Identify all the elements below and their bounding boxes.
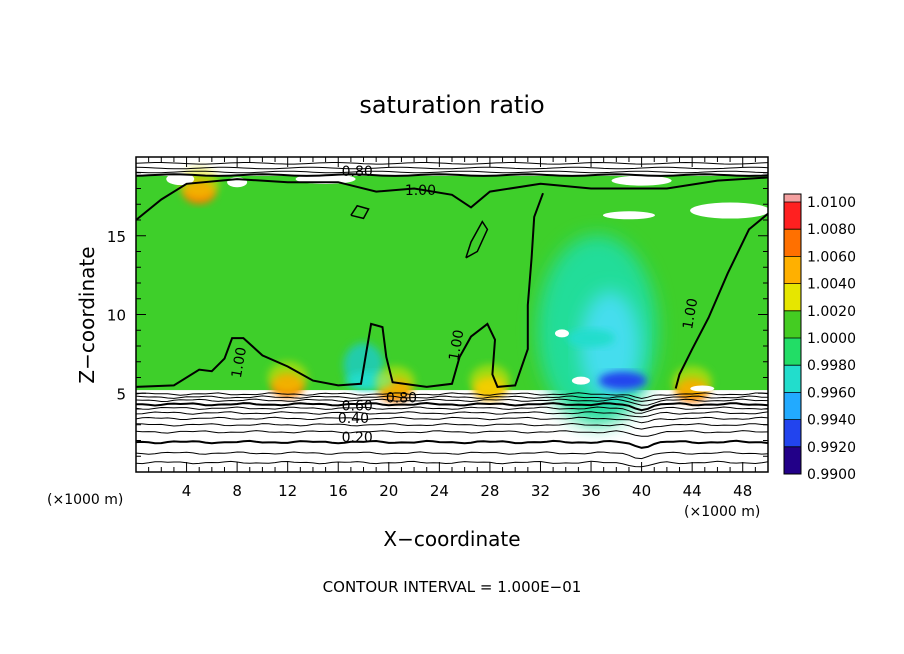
colorbar-swatch — [784, 365, 801, 393]
contour-line — [136, 401, 768, 412]
field-feature-cool — [598, 371, 647, 390]
saturation-field — [136, 167, 768, 426]
x-tick-label: 36 — [581, 482, 600, 500]
contour-line-1-00 — [465, 220, 489, 259]
x-axis-label: X−coordinate — [383, 527, 520, 551]
x-tick-label: 40 — [632, 482, 651, 500]
colorbar-label: 0.9900 — [807, 467, 856, 483]
x-tick-label: 12 — [278, 482, 297, 500]
contour-label: 0.40 — [338, 411, 369, 427]
colorbar-swatch — [784, 392, 801, 420]
colorbar-label: 0.9940 — [807, 413, 856, 429]
y-axis-label: Z−coordinate — [75, 246, 99, 383]
contour-lines — [136, 161, 768, 468]
contour-label: 0.60 — [342, 399, 373, 415]
colorbar-swatch — [784, 419, 801, 447]
field-base — [136, 175, 768, 391]
contour-line — [136, 398, 768, 406]
y-tick-label: 10 — [107, 307, 126, 325]
colorbar-label: 1.0080 — [807, 222, 856, 238]
contour-line — [136, 460, 768, 468]
contour-line — [136, 439, 768, 449]
colorbar-label: 1.0020 — [807, 304, 856, 320]
colorbar-label: 0.9980 — [807, 358, 856, 374]
contour-line — [136, 416, 768, 424]
y-tick-label: 15 — [107, 228, 126, 246]
colorbar-label: 0.9960 — [807, 385, 856, 401]
colorbar-swatch — [784, 310, 801, 338]
field-white-region — [611, 175, 672, 186]
field-white-region — [166, 173, 195, 186]
contour-line-1-00 — [350, 204, 370, 220]
contour-label: 1.00 — [446, 329, 467, 362]
x-tick-label: 16 — [329, 482, 348, 500]
x-tick-label: 28 — [480, 482, 499, 500]
contour-line-1-00 — [136, 192, 544, 388]
y-axis: 5 10 15 — [107, 172, 768, 457]
colorbar-label: 0.9920 — [807, 440, 856, 456]
colorbar-label: 1.0100 — [807, 195, 856, 211]
field-white-region — [571, 376, 590, 385]
contour-label: 1.00 — [680, 297, 701, 330]
colorbar-swatch — [784, 283, 801, 311]
x-tick-label: 20 — [379, 482, 398, 500]
colorbar-swatch — [784, 446, 801, 474]
contour-label: 1.00 — [229, 346, 250, 379]
contour-labels: 0.80 1.00 1.00 1.00 1.00 0.80 0.600.40 0.20 — [229, 164, 701, 446]
contour-line — [136, 422, 768, 430]
x-tick-label: 48 — [733, 482, 752, 500]
contour-line — [136, 430, 768, 437]
contour-label: 0.80 — [386, 391, 417, 407]
field-white-region — [602, 211, 655, 220]
colorbar-swatch — [784, 202, 801, 230]
field-white-region — [690, 202, 768, 219]
x-tick-label: 8 — [232, 482, 242, 500]
field-feature-cool — [567, 329, 616, 348]
contour-line — [136, 392, 768, 400]
contour-interval-note: CONTOUR INTERVAL = 1.000E−01 — [323, 578, 582, 596]
y-tick-label: 5 — [116, 385, 126, 403]
contour-line-1-00 — [674, 212, 768, 389]
contour-label: 0.20 — [342, 430, 373, 446]
contour-line — [136, 411, 768, 418]
contour-line — [136, 451, 768, 460]
colorbar-swatch — [784, 194, 801, 202]
colorbar-label: 1.0060 — [807, 249, 856, 265]
x-axis: 4 8 12 16 20 24 28 32 36 40 44 48 — [148, 157, 756, 500]
contour-line — [136, 406, 768, 414]
field-warm-halo — [469, 364, 510, 397]
contour-line — [136, 170, 768, 174]
colorbar-swatch — [784, 338, 801, 366]
x-tick-label: 24 — [430, 482, 449, 500]
chart-title: saturation ratio — [359, 91, 544, 119]
colorbar-label: 1.0040 — [807, 277, 856, 293]
colorbar-label: 1.0000 — [807, 331, 856, 347]
x-tick-label: 44 — [683, 482, 702, 500]
x-unit-left: (×1000 m) — [47, 492, 123, 508]
colorbar-swatch — [784, 256, 801, 284]
field-white-region — [554, 329, 569, 338]
contour-label: 1.00 — [405, 183, 436, 199]
contour-line — [136, 173, 768, 177]
x-tick-label: 4 — [182, 482, 192, 500]
contour-label: 0.80 — [342, 164, 373, 180]
contour-line — [136, 395, 768, 402]
plot-area — [136, 161, 768, 468]
x-tick-label: 32 — [531, 482, 550, 500]
field-warm-halo — [267, 361, 308, 394]
field-white-region — [690, 385, 715, 392]
contour-line — [136, 161, 768, 165]
contour-line — [136, 166, 768, 170]
contour-line-1-00 — [136, 176, 768, 221]
colorbar: 1.0100 1.0080 1.0060 1.0040 1.0020 1.0000 0.99… — [783, 193, 856, 483]
x-unit-right: (×1000 m) — [684, 504, 760, 520]
colorbar-swatch — [784, 229, 801, 257]
